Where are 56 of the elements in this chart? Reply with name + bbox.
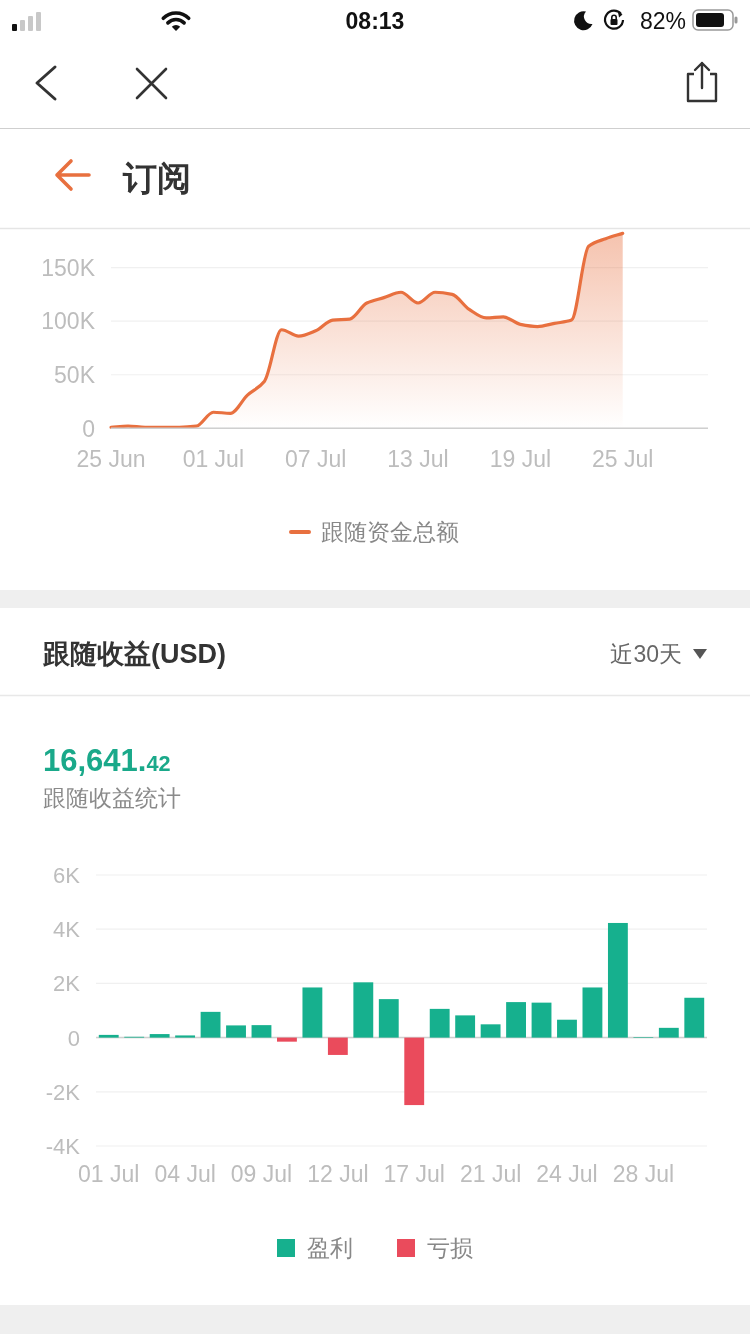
text: 82%	[639, 8, 686, 34]
y-tick-label: 150K	[41, 254, 96, 281]
y-tick-label: -2K	[45, 1079, 81, 1105]
bar	[607, 922, 628, 1038]
y-tick-label: 0	[67, 1025, 80, 1051]
y-tick-label: 0	[82, 415, 95, 442]
x-tick-label: 04 Jul	[154, 1161, 216, 1187]
bar	[455, 1015, 476, 1038]
bar	[506, 1002, 526, 1038]
bar	[378, 999, 399, 1038]
bar	[98, 1034, 119, 1038]
x-tick-label: 09 Jul	[230, 1161, 293, 1187]
bar	[658, 1027, 679, 1038]
x-tick-label: 19 Jul	[489, 446, 552, 472]
x-tick-label: 24 Jul	[536, 1161, 598, 1187]
x-tick-label: 13 Jul	[387, 446, 449, 472]
x-tick-label: 25 Jul	[592, 446, 654, 472]
bar	[353, 982, 374, 1038]
y-tick-label: 2K	[53, 971, 81, 997]
bar	[557, 1019, 577, 1038]
bar	[684, 997, 705, 1038]
text: 16,641.42	[43, 743, 171, 778]
y-tick-label: 50K	[54, 362, 96, 389]
bar	[200, 1011, 221, 1038]
bar	[277, 1037, 297, 1042]
bar	[429, 1008, 450, 1038]
bar	[582, 987, 603, 1038]
x-tick-label: 01 Jul	[78, 1161, 140, 1187]
bar	[251, 1025, 272, 1038]
bar	[175, 1035, 196, 1038]
bar	[404, 1037, 425, 1106]
chart-subtitle: 跟随收益统计	[43, 785, 181, 811]
bar	[480, 1024, 501, 1038]
y-tick-label: 4K	[53, 917, 81, 943]
x-tick-label: 25 Jun	[76, 446, 146, 472]
bar	[531, 1002, 552, 1038]
chart-title: 订阅	[122, 159, 191, 197]
x-tick-label: 01 Jul	[182, 446, 245, 472]
text: 08:13	[345, 8, 405, 34]
bar	[327, 1037, 348, 1055]
text: 近30天	[610, 641, 682, 667]
legend-label: 亏损	[427, 1235, 473, 1262]
bar	[149, 1034, 170, 1038]
x-tick-label: 21 Jul	[459, 1161, 522, 1187]
x-tick-label: 12 Jul	[307, 1161, 369, 1187]
y-tick-label: 6K	[53, 862, 81, 888]
legend-label: 跟随资金总额	[321, 519, 459, 546]
y-tick-label: 100K	[41, 308, 96, 335]
bar	[226, 1025, 246, 1038]
y-tick-label: -4K	[45, 1133, 81, 1159]
x-tick-label: 28 Jul	[612, 1161, 675, 1187]
x-tick-label: 07 Jul	[285, 446, 347, 472]
bar	[302, 987, 323, 1038]
legend-label: 盈利	[307, 1235, 353, 1262]
chart-title: 跟随收益(USD)	[42, 639, 226, 669]
x-tick-label: 17 Jul	[383, 1161, 445, 1187]
